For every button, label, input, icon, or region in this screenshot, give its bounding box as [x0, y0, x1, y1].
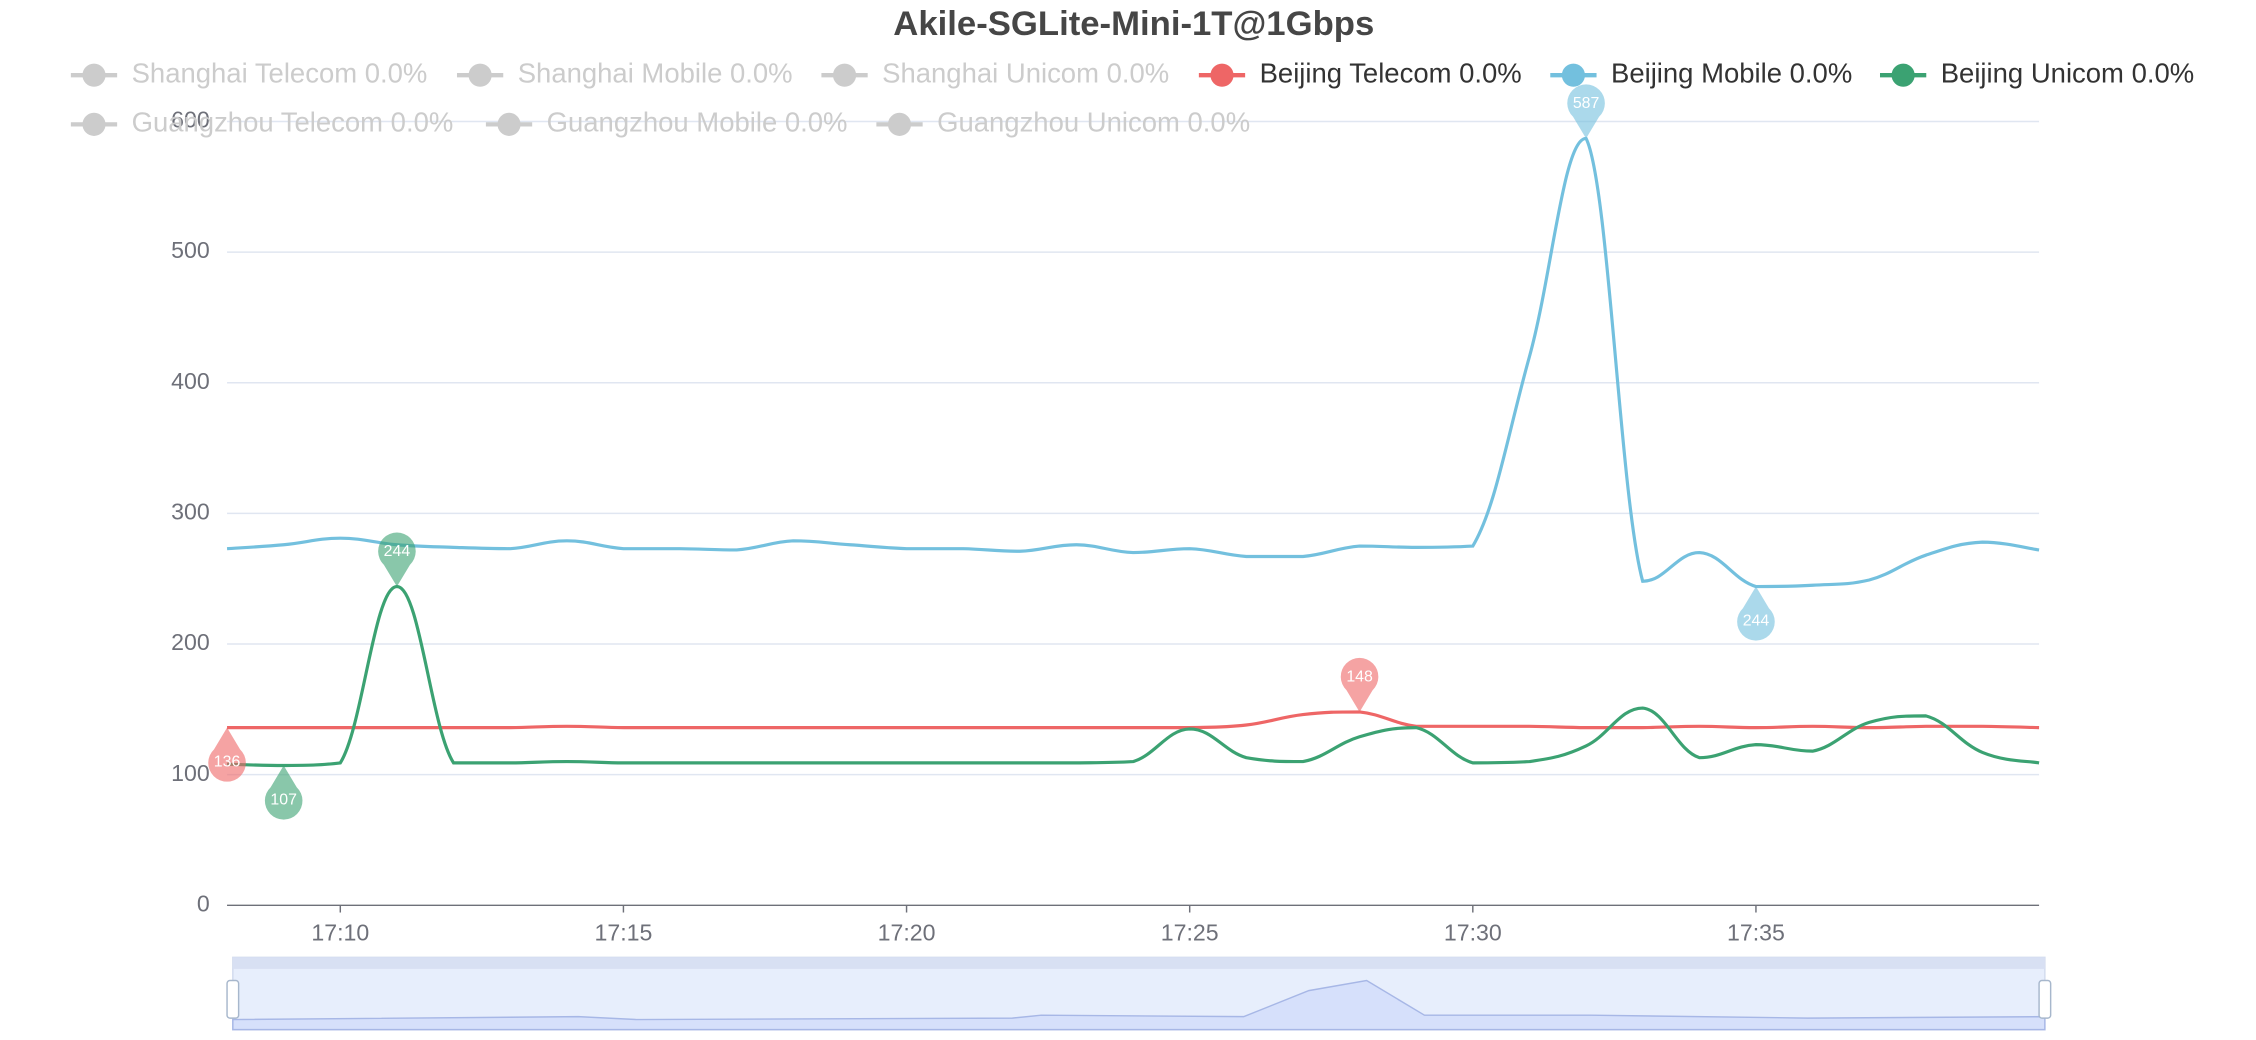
- data-zoom[interactable]: [226, 956, 2052, 1031]
- legend-item[interactable]: Shanghai Unicom 0.0%: [821, 57, 1169, 88]
- zoom-handle[interactable]: [2038, 979, 2052, 1019]
- legend-marker: [1891, 63, 1915, 87]
- legend-marker: [1210, 63, 1234, 87]
- legend-label: Shanghai Unicom 0.0%: [882, 57, 1169, 88]
- x-tick-label: 17:20: [878, 919, 936, 945]
- y-tick-label: 0: [197, 890, 210, 916]
- mark-point: 244: [1737, 586, 1775, 641]
- zoom-preview: [232, 979, 2046, 1031]
- pin-label: 587: [1573, 95, 1600, 112]
- x-tick-label: 17:30: [1444, 919, 1502, 945]
- pin-label: 107: [270, 791, 297, 808]
- mark-point: 587: [1567, 84, 1605, 139]
- legend-item[interactable]: Guangzhou Mobile 0.0%: [485, 107, 848, 138]
- legend-item[interactable]: Beijing Mobile 0.0%: [1550, 57, 1852, 88]
- y-tick-label: 400: [171, 368, 210, 394]
- legend-item[interactable]: Guangzhou Telecom 0.0%: [70, 107, 454, 138]
- legend-item[interactable]: Shanghai Mobile 0.0%: [456, 57, 793, 88]
- x-tick-label: 17:15: [594, 919, 652, 945]
- pin: [378, 532, 416, 587]
- mark-point: 107: [264, 765, 303, 820]
- legend-label: Guangzhou Unicom 0.0%: [937, 107, 1250, 138]
- pin: [208, 727, 246, 782]
- y-tick-label: 200: [171, 629, 210, 655]
- mark-point: 148: [1340, 657, 1379, 712]
- zoom-bar[interactable]: [232, 957, 2045, 969]
- legend-label: Beijing Telecom 0.0%: [1260, 57, 1522, 88]
- legend-label: Guangzhou Mobile 0.0%: [547, 107, 848, 138]
- chart-title: Akile-SGLite-Mini-1T@1Gbps: [893, 5, 1374, 43]
- y-tick-label: 100: [171, 760, 210, 786]
- x-tick-label: 17:10: [311, 919, 369, 945]
- x-tick-label: 17:35: [1727, 919, 1785, 945]
- mark-point: 244: [378, 532, 416, 587]
- pin: [1567, 84, 1605, 139]
- series-line: [226, 136, 2040, 589]
- pin-label: 148: [1346, 668, 1373, 685]
- legend-label: Beijing Unicom 0.0%: [1941, 57, 2194, 88]
- legend-item[interactable]: Beijing Telecom 0.0%: [1198, 57, 1522, 88]
- legend-item[interactable]: Beijing Unicom 0.0%: [1879, 57, 2194, 88]
- pin-label: 244: [1743, 612, 1770, 629]
- y-tick-label: 300: [171, 498, 210, 524]
- legend-label: Guangzhou Telecom 0.0%: [132, 107, 454, 138]
- pin-label: 244: [384, 543, 411, 560]
- pin-label: 136: [214, 754, 241, 771]
- pin: [1737, 586, 1775, 641]
- legend-label: Shanghai Mobile 0.0%: [518, 57, 793, 88]
- mark-point: 136: [208, 727, 246, 782]
- legend-marker: [82, 63, 106, 87]
- legend-marker: [1561, 63, 1585, 87]
- y-tick-label: 600: [171, 107, 210, 133]
- legend-marker: [887, 112, 912, 136]
- series-line: [227, 710, 2040, 730]
- legend-marker: [832, 63, 857, 87]
- legend-label: Shanghai Telecom 0.0%: [132, 57, 428, 88]
- series-line: [227, 584, 2040, 768]
- pin: [264, 765, 303, 820]
- legend-item[interactable]: Guangzhou Unicom 0.0%: [876, 107, 1250, 138]
- pin: [1340, 657, 1379, 712]
- legend-marker: [82, 112, 106, 136]
- legend-marker: [497, 112, 521, 136]
- legend-item[interactable]: Shanghai Telecom 0.0%: [70, 57, 428, 88]
- zoom-handle[interactable]: [226, 979, 240, 1019]
- x-tick-label: 17:25: [1161, 919, 1219, 945]
- legend-label: Beijing Mobile 0.0%: [1611, 57, 1852, 88]
- y-tick-label: 500: [171, 237, 210, 263]
- legend-marker: [468, 63, 492, 87]
